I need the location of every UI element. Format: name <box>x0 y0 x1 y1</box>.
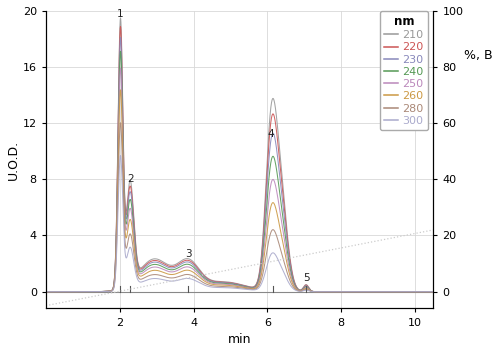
Text: 4: 4 <box>268 128 274 139</box>
Text: %, B: %, B <box>464 49 493 62</box>
Legend: 210, 220, 230, 240, 250, 260, 280, 300: 210, 220, 230, 240, 250, 260, 280, 300 <box>380 11 428 130</box>
Text: 3: 3 <box>184 249 192 259</box>
Text: 5: 5 <box>303 273 310 282</box>
X-axis label: min: min <box>228 333 252 346</box>
Text: 1: 1 <box>117 10 123 19</box>
Text: 2: 2 <box>128 174 134 184</box>
Y-axis label: U.O.D.: U.O.D. <box>7 140 20 180</box>
